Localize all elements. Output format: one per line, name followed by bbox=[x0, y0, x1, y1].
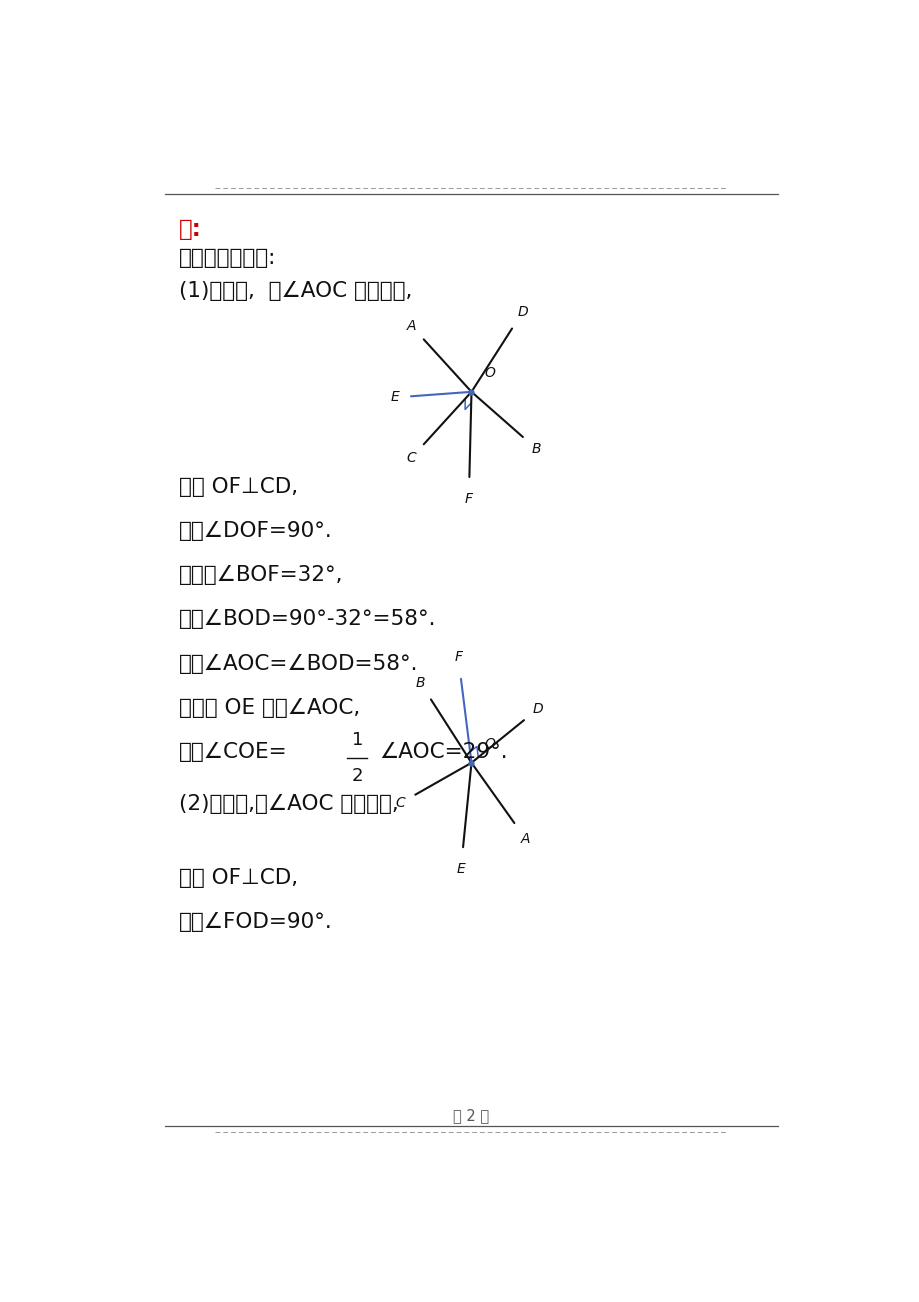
Text: 又因为∠BOF=32°,: 又因为∠BOF=32°, bbox=[179, 565, 344, 586]
Text: 所以∠DOF=90°.: 所以∠DOF=90°. bbox=[179, 521, 333, 542]
Text: B: B bbox=[415, 676, 425, 690]
Text: F: F bbox=[464, 492, 472, 506]
Text: 2: 2 bbox=[351, 767, 363, 785]
Text: 分两种情况讨论:: 分两种情况讨论: bbox=[179, 249, 277, 268]
Text: 解:: 解: bbox=[179, 219, 201, 241]
Text: 因为 OF⊥CD,: 因为 OF⊥CD, bbox=[179, 477, 298, 497]
Text: O: O bbox=[483, 737, 494, 751]
Text: D: D bbox=[532, 702, 542, 716]
Text: 第 2 页: 第 2 页 bbox=[453, 1108, 489, 1122]
Text: 因为 OF⊥CD,: 因为 OF⊥CD, bbox=[179, 868, 298, 888]
Text: 所以∠COE=: 所以∠COE= bbox=[179, 742, 288, 762]
Text: F: F bbox=[454, 650, 461, 664]
Text: (1)如下图,  当∠AOC 为锐角时,: (1)如下图, 当∠AOC 为锐角时, bbox=[179, 280, 412, 301]
Text: B: B bbox=[531, 441, 540, 456]
Text: C: C bbox=[395, 796, 405, 810]
Text: E: E bbox=[391, 391, 399, 405]
Text: 所以∠AOC=∠BOD=58°.: 所以∠AOC=∠BOD=58°. bbox=[179, 654, 418, 673]
Text: C: C bbox=[406, 450, 415, 465]
Text: 所以∠FOD=90°.: 所以∠FOD=90°. bbox=[179, 913, 333, 932]
Text: 又因为 OE 平分∠AOC,: 又因为 OE 平分∠AOC, bbox=[179, 698, 360, 717]
Text: O: O bbox=[483, 366, 494, 380]
Text: D: D bbox=[516, 305, 528, 319]
Text: 1: 1 bbox=[351, 730, 363, 749]
Text: (2)如下图,当∠AOC 为镑角时,: (2)如下图,当∠AOC 为镑角时, bbox=[179, 794, 399, 814]
Text: A: A bbox=[520, 832, 529, 845]
Text: E: E bbox=[456, 862, 465, 876]
Text: A: A bbox=[406, 319, 415, 333]
Text: 所以∠BOD=90°-32°=58°.: 所以∠BOD=90°-32°=58°. bbox=[179, 609, 437, 629]
Text: ∠AOC=29°.: ∠AOC=29°. bbox=[379, 742, 507, 762]
